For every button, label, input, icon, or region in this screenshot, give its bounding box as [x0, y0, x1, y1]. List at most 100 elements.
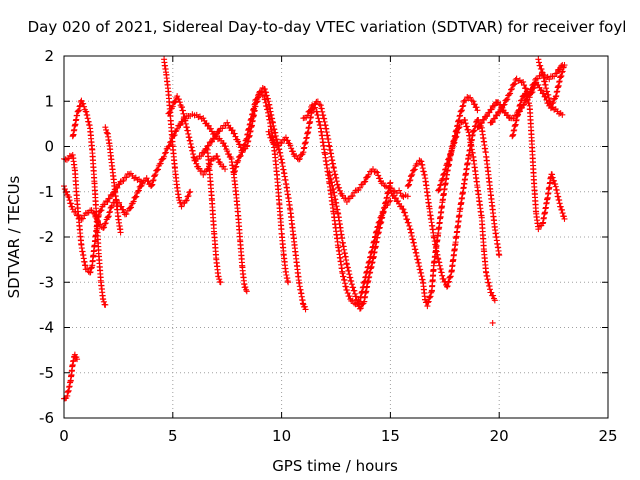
data-point: [442, 166, 449, 173]
data-point: [75, 107, 82, 114]
data-point: [524, 96, 531, 103]
data-point: [306, 108, 313, 115]
data-point: [149, 181, 156, 188]
data-point: [470, 98, 477, 105]
data-point: [149, 177, 156, 184]
data-point: [78, 97, 85, 104]
data-point: [178, 203, 185, 210]
data-point: [242, 284, 249, 291]
data-point: [544, 88, 551, 95]
data-point: [529, 89, 536, 96]
data-point: [550, 177, 557, 184]
data-point: [446, 155, 453, 162]
y-tick-label: -6: [39, 409, 54, 427]
data-point: [406, 177, 413, 184]
data-point: [411, 166, 418, 173]
data-point: [561, 62, 568, 69]
data-point: [130, 198, 137, 205]
data-point: [120, 206, 127, 213]
data-point: [127, 205, 134, 212]
data-point: [559, 68, 566, 75]
data-point: [355, 299, 362, 306]
data-point: [79, 215, 86, 222]
data-point: [106, 195, 113, 202]
data-point: [474, 107, 481, 114]
data-point: [444, 283, 451, 290]
data-point: [462, 117, 469, 124]
y-tick-label: -5: [39, 364, 54, 382]
data-point: [499, 104, 506, 111]
data-point: [456, 124, 463, 131]
data-point: [343, 287, 350, 294]
data-point: [205, 122, 212, 129]
data-point: [454, 129, 461, 136]
data-point: [458, 107, 465, 114]
data-point: [453, 133, 460, 140]
data-point: [120, 177, 127, 184]
data-point: [101, 220, 108, 227]
data-point: [435, 187, 442, 194]
data-point: [185, 192, 192, 199]
data-point: [237, 152, 244, 159]
data-point: [442, 166, 449, 173]
data-point: [103, 126, 110, 133]
data-point: [559, 210, 566, 217]
data-point: [182, 197, 189, 204]
data-point: [350, 284, 357, 291]
data-point: [402, 212, 409, 219]
data-point: [378, 213, 385, 220]
data-point: [336, 184, 343, 191]
data-point: [348, 278, 355, 285]
data-point: [243, 288, 250, 295]
data-point: [243, 136, 250, 143]
data-point: [387, 179, 394, 186]
data-point: [241, 141, 248, 148]
data-point: [441, 170, 448, 177]
data-point: [166, 142, 173, 149]
data-point: [207, 125, 214, 132]
data-point: [67, 200, 74, 207]
data-point: [296, 155, 303, 162]
data-point: [362, 178, 369, 185]
y-tick-label: 0: [44, 138, 54, 156]
data-point: [425, 298, 432, 305]
data-point: [356, 184, 363, 191]
data-point: [559, 111, 566, 118]
data-point: [152, 171, 159, 178]
data-point: [357, 305, 364, 312]
data-point: [439, 177, 446, 184]
data-point: [448, 145, 455, 152]
data-point: [61, 186, 68, 193]
data-point: [208, 138, 215, 145]
data-point: [517, 97, 524, 104]
data-point: [365, 171, 372, 178]
data-point: [187, 188, 194, 195]
data-point: [301, 303, 308, 310]
data-point: [174, 126, 181, 132]
data-point: [200, 171, 207, 178]
data-point: [344, 290, 351, 297]
data-point: [471, 127, 478, 134]
data-point: [522, 85, 529, 92]
data-point: [503, 96, 510, 103]
data-point: [102, 124, 109, 131]
data-point: [74, 356, 81, 363]
data-point: [81, 103, 88, 110]
data-point: [143, 175, 150, 182]
x-tick-label: 10: [272, 427, 291, 445]
data-point: [284, 137, 291, 144]
y-tick-label: -3: [39, 273, 54, 291]
data-point: [205, 142, 212, 149]
data-point: [253, 96, 260, 103]
data-point: [177, 122, 184, 129]
data-point: [302, 306, 309, 313]
data-point: [455, 124, 462, 131]
data-point: [545, 91, 552, 98]
data-point: [405, 182, 412, 189]
data-point: [506, 91, 513, 98]
y-tick-label: -1: [39, 183, 54, 201]
data-point: [240, 146, 247, 153]
data-point: [150, 177, 157, 184]
data-point: [508, 86, 515, 93]
